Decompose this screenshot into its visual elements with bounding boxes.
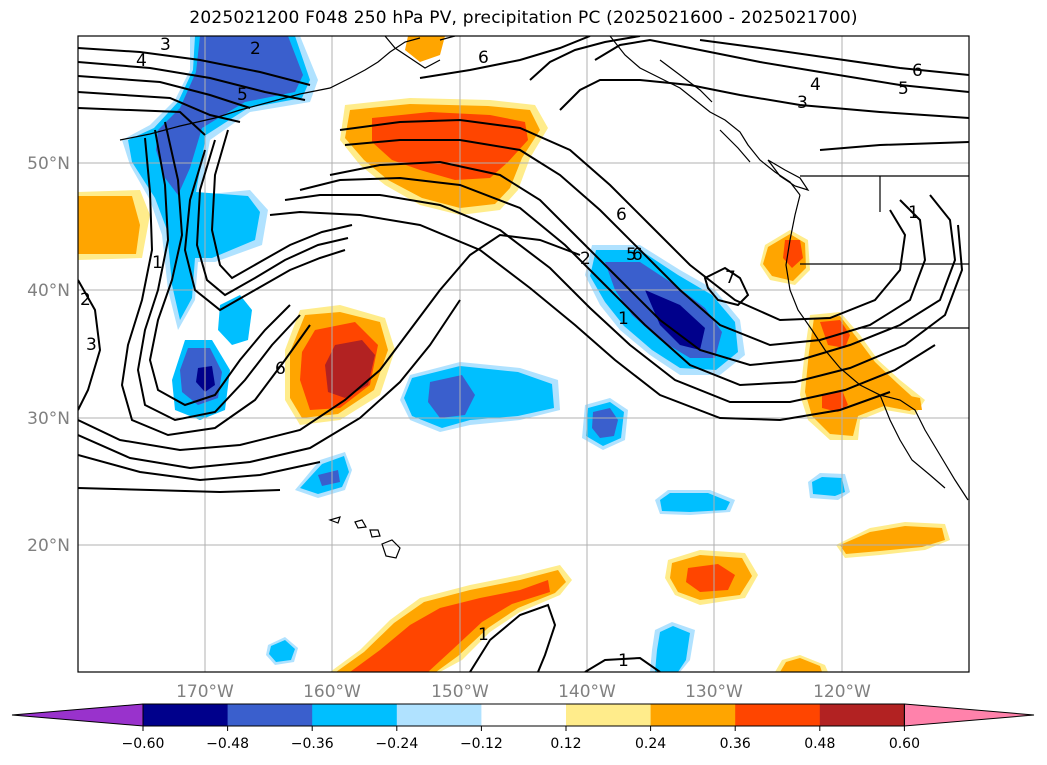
- contour-label: 5: [626, 245, 637, 265]
- precip-area: [655, 626, 690, 672]
- colorbar-segment: [735, 704, 821, 726]
- lon-label: 160°W: [303, 682, 361, 702]
- contour-label: 6: [275, 359, 286, 379]
- precip-area: [812, 477, 845, 496]
- colorbar-segment: [312, 704, 398, 726]
- contour-label: 4: [136, 51, 147, 71]
- precip-area: [428, 375, 475, 418]
- contour-label: 3: [797, 93, 808, 113]
- precip-area: [218, 295, 252, 345]
- coastlines: [119, 36, 969, 559]
- contour-label: 1: [908, 203, 919, 223]
- colorbar-tick-label: 0.24: [635, 736, 666, 752]
- precip-area: [128, 36, 310, 320]
- map-title: 2025021200 F048 250 hPa PV, precipitatio…: [189, 8, 858, 28]
- contour-label: 1: [478, 625, 489, 645]
- contour-label: 3: [160, 35, 171, 55]
- contour-label: 6: [478, 48, 489, 68]
- precip-area: [592, 408, 618, 438]
- contour-label: 2: [80, 290, 91, 310]
- colorbar: −0.60 −0.48 −0.36 −0.24 −0.12 0.12 0.24 0.36 0.4…: [11, 703, 1035, 752]
- precip-area: [78, 196, 140, 254]
- contour-label: 6: [912, 61, 923, 81]
- colorbar-segment: [566, 704, 652, 726]
- colorbar-tick-label: 0.12: [550, 736, 581, 752]
- map-frame: [77, 35, 970, 673]
- precip-area: [840, 526, 945, 554]
- contour-label: 2: [580, 249, 591, 269]
- precipitation-shading: [78, 36, 950, 672]
- gridlines: [78, 36, 969, 672]
- contour-label: 1: [618, 309, 629, 329]
- precip-area: [269, 640, 295, 662]
- pv-contour-labels: 3 2 4 5 6 6 4 5 3 6 1 2 3 6 6 2 5 1 7 1 …: [80, 35, 923, 671]
- colorbar-tick-label: −0.24: [375, 736, 418, 752]
- colorbar-segment: [481, 704, 567, 726]
- lat-label: 50°N: [27, 154, 70, 174]
- colorbar-tick-label: −0.60: [122, 736, 165, 752]
- contour-label: 1: [152, 253, 163, 273]
- contour-label: 5: [898, 79, 909, 99]
- precip-area: [660, 493, 730, 512]
- precip-area: [350, 580, 550, 672]
- lon-label: 130°W: [685, 682, 743, 702]
- colorbar-tick-label: 0.60: [889, 736, 920, 752]
- colorbar-extend-low: [11, 703, 144, 727]
- precip-area: [156, 36, 303, 195]
- contour-label: 1: [618, 651, 629, 671]
- colorbar-segment: [650, 704, 736, 726]
- colorbar-segment: [227, 704, 313, 726]
- colorbar-tick-label: −0.36: [291, 736, 334, 752]
- lon-label: 170°W: [176, 682, 234, 702]
- contour-label: 5: [237, 85, 248, 105]
- precip-area: [325, 340, 375, 398]
- colorbar-segment: [143, 704, 229, 726]
- contour-label: 7: [725, 268, 736, 288]
- lon-label: 120°W: [813, 682, 871, 702]
- colorbar-segment: [819, 704, 905, 726]
- precip-area: [780, 658, 822, 672]
- colorbar-tick-label: 0.48: [804, 736, 835, 752]
- precip-area: [686, 564, 735, 592]
- precip-area: [783, 240, 803, 268]
- latitude-labels: 50°N 40°N 30°N 20°N: [27, 154, 70, 556]
- pv-contours: [78, 36, 969, 672]
- contour-label: 3: [86, 335, 97, 355]
- colorbar-tick-label: −0.48: [206, 736, 249, 752]
- map-area: 3 2 4 5 6 6 4 5 3 6 1 2 3 6 6 2 5 1 7 1 …: [78, 35, 969, 672]
- lat-label: 20°N: [27, 536, 70, 556]
- colorbar-extend-high: [903, 703, 1035, 727]
- lat-label: 40°N: [27, 281, 70, 301]
- lon-label: 150°W: [431, 682, 489, 702]
- longitude-labels: 170°W 160°W 150°W 140°W 130°W 120°W: [176, 682, 871, 702]
- lat-label: 30°N: [27, 409, 70, 429]
- contour-label: 6: [616, 205, 627, 225]
- contour-label: 4: [810, 75, 821, 95]
- precip-area: [645, 290, 705, 350]
- precip-area: [318, 470, 340, 486]
- colorbar-tick-label: −0.12: [460, 736, 503, 752]
- contour-label: 6: [632, 245, 643, 265]
- precip-area: [405, 36, 445, 62]
- colorbar-tick-label: 0.36: [720, 736, 751, 752]
- lon-label: 140°W: [558, 682, 616, 702]
- contour-label: 2: [250, 39, 261, 59]
- colorbar-outline: [142, 703, 905, 727]
- colorbar-segment: [396, 704, 482, 726]
